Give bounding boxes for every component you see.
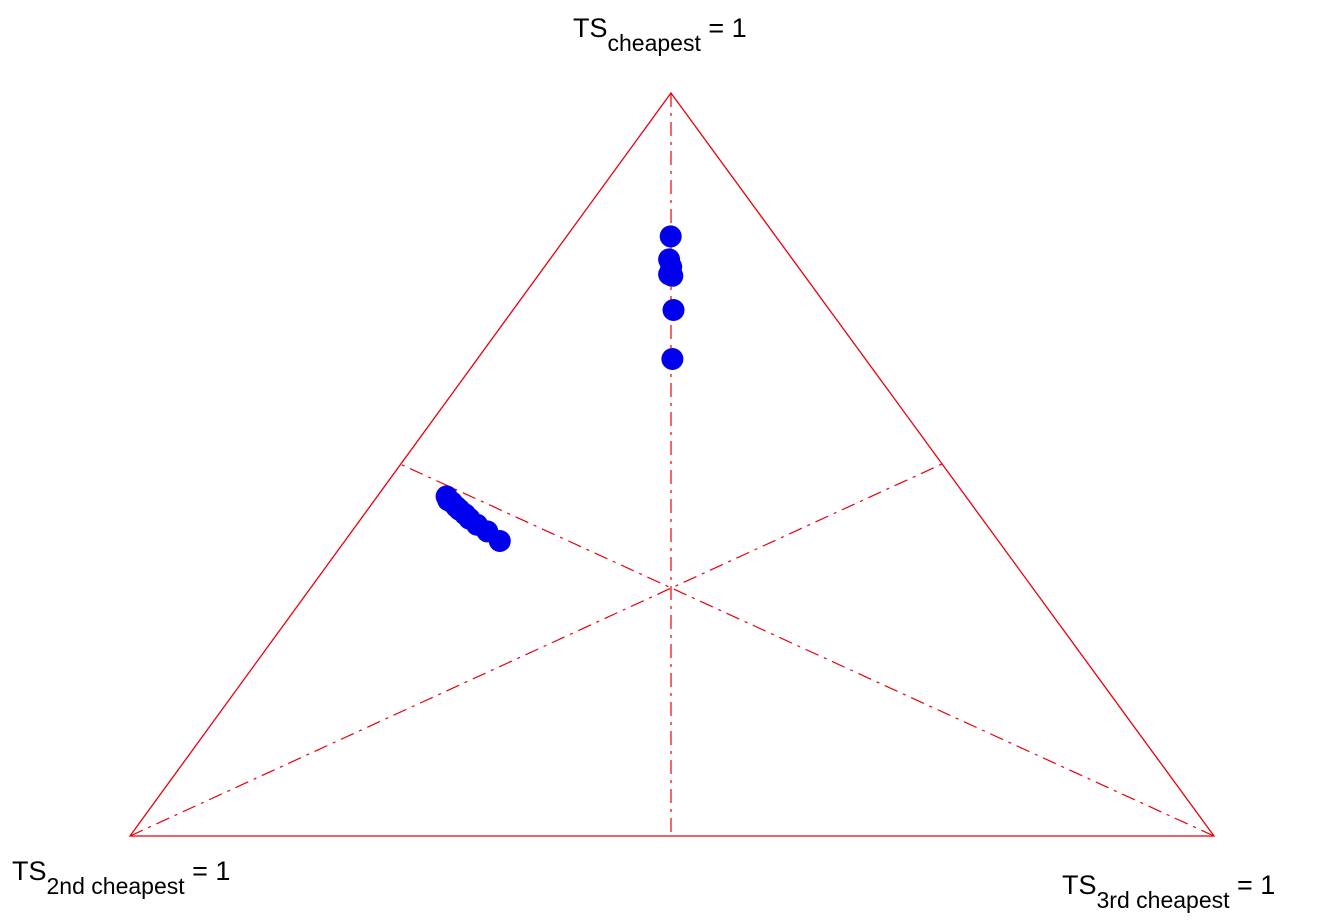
vertex-label-bottom-right-main: TS [1062,870,1097,900]
data-point-17 [488,530,511,552]
vertex-label-bottom-left-tail: = 1 [185,856,231,886]
median-lines [129,93,1215,837]
data-points [435,225,685,552]
vertex-label-bottom-left: TS2nd cheapest = 1 [12,856,230,899]
vertex-label-bottom-right-tail: = 1 [1230,870,1276,900]
vertex-label-top-main: TS [573,13,608,43]
vertex-label-bottom-right-sub: 3rd cheapest [1097,887,1231,913]
vertex-label-bottom-left-sub: 2nd cheapest [47,873,186,899]
data-point-6 [662,299,685,321]
vertex-label-top: TScheapest = 1 [573,13,747,56]
vertex-label-bottom-left-main: TS [12,856,47,886]
data-point-1 [659,225,682,248]
data-point-5 [658,263,681,286]
data-point-7 [661,348,684,370]
median-line-bottom-left [129,463,943,837]
median-line-bottom-right [399,463,1215,837]
vertex-label-bottom-right: TS3rd cheapest = 1 [1062,870,1275,913]
vertex-label-top-tail: = 1 [701,13,747,43]
triangle-frame [128,91,1216,837]
vertex-label-top-sub: cheapest [608,30,702,56]
